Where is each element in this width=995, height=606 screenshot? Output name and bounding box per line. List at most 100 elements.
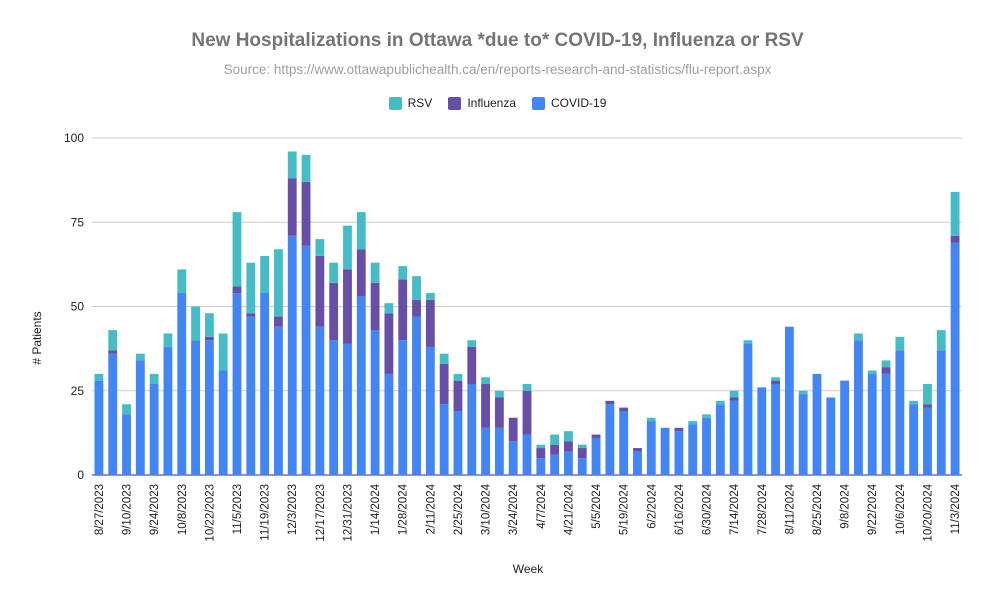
bar-segment-influenza[interactable] — [343, 269, 352, 344]
bar-segment-covid-19[interactable] — [329, 340, 339, 475]
bar-segment-covid-19[interactable] — [909, 404, 919, 475]
bar-segment-rsv[interactable] — [398, 266, 408, 280]
bar-segment-influenza[interactable] — [398, 279, 408, 341]
bar-segment-influenza[interactable] — [370, 282, 380, 331]
bar-segment-covid-19[interactable] — [895, 350, 905, 475]
bar-segment-rsv[interactable] — [577, 444, 587, 449]
bar-segment-covid-19[interactable] — [674, 431, 684, 475]
bar-segment-covid-19[interactable] — [536, 458, 546, 475]
bar-segment-rsv[interactable] — [301, 154, 311, 182]
bar-segment-rsv[interactable] — [895, 336, 905, 351]
bar-segment-covid-19[interactable] — [771, 384, 780, 475]
bar-segment-rsv[interactable] — [94, 373, 104, 381]
bar-segment-influenza[interactable] — [577, 448, 587, 459]
bar-segment-influenza[interactable] — [619, 407, 629, 411]
bar-segment-covid-19[interactable] — [605, 404, 615, 475]
bar-segment-rsv[interactable] — [481, 377, 490, 385]
bar-segment-rsv[interactable] — [688, 421, 698, 425]
bar-segment-rsv[interactable] — [522, 384, 532, 391]
bar-segment-rsv[interactable] — [936, 330, 946, 351]
bar-segment-rsv[interactable] — [149, 373, 159, 385]
bar-segment-rsv[interactable] — [923, 384, 932, 405]
bar-segment-covid-19[interactable] — [950, 242, 960, 475]
bar-segment-rsv[interactable] — [494, 390, 504, 398]
bar-segment-rsv[interactable] — [550, 434, 560, 445]
bar-segment-covid-19[interactable] — [702, 417, 711, 475]
bar-segment-influenza[interactable] — [232, 286, 242, 294]
bar-segment-influenza[interactable] — [494, 397, 504, 428]
bar-segment-covid-19[interactable] — [936, 350, 946, 475]
bar-segment-rsv[interactable] — [177, 269, 187, 294]
bar-segment-rsv[interactable] — [715, 400, 725, 405]
bar-segment-covid-19[interactable] — [356, 296, 366, 475]
bar-segment-rsv[interactable] — [370, 262, 380, 283]
legend-item-covid[interactable]: COVID-19 — [532, 96, 606, 110]
bar-segment-covid-19[interactable] — [246, 316, 256, 475]
bar-segment-influenza[interactable] — [246, 313, 256, 317]
bar-segment-influenza[interactable] — [453, 380, 463, 411]
legend-item-rsv[interactable]: RSV — [388, 96, 432, 110]
bar-segment-covid-19[interactable] — [204, 340, 214, 475]
bar-segment-covid-19[interactable] — [812, 373, 822, 475]
bar-segment-covid-19[interactable] — [260, 293, 270, 475]
bar-segment-influenza[interactable] — [274, 316, 283, 327]
bar-segment-covid-19[interactable] — [577, 458, 587, 475]
bar-segment-rsv[interactable] — [439, 353, 449, 364]
bar-segment-influenza[interactable] — [315, 255, 325, 327]
bar-segment-influenza[interactable] — [950, 235, 960, 243]
bar-segment-covid-19[interactable] — [633, 451, 642, 475]
bar-segment-influenza[interactable] — [329, 282, 339, 341]
bar-segment-rsv[interactable] — [867, 370, 877, 374]
bar-segment-rsv[interactable] — [287, 151, 297, 179]
bar-segment-rsv[interactable] — [384, 303, 394, 314]
bar-segment-covid-19[interactable] — [439, 404, 449, 475]
bar-segment-covid-19[interactable] — [743, 343, 753, 475]
bar-segment-covid-19[interactable] — [729, 400, 739, 475]
bar-segment-rsv[interactable] — [453, 373, 463, 381]
bar-segment-influenza[interactable] — [674, 427, 684, 432]
bar-segment-covid-19[interactable] — [163, 346, 173, 475]
bar-segment-rsv[interactable] — [467, 340, 477, 347]
bar-segment-rsv[interactable] — [218, 333, 228, 371]
bar-segment-influenza[interactable] — [467, 346, 477, 385]
bar-segment-covid-19[interactable] — [232, 293, 242, 475]
bar-segment-covid-19[interactable] — [881, 373, 891, 475]
bar-segment-rsv[interactable] — [204, 313, 214, 337]
bar-segment-covid-19[interactable] — [564, 451, 573, 475]
bar-segment-rsv[interactable] — [232, 212, 242, 287]
bar-segment-covid-19[interactable] — [343, 343, 352, 475]
bar-segment-covid-19[interactable] — [177, 293, 187, 475]
bar-segment-influenza[interactable] — [301, 181, 311, 246]
bar-segment-rsv[interactable] — [356, 212, 366, 250]
bar-segment-covid-19[interactable] — [425, 346, 435, 475]
bar-segment-rsv[interactable] — [743, 340, 753, 344]
bar-segment-influenza[interactable] — [881, 367, 891, 374]
bar-segment-influenza[interactable] — [591, 434, 601, 438]
bar-segment-covid-19[interactable] — [108, 353, 118, 475]
bar-segment-influenza[interactable] — [536, 448, 546, 459]
bar-segment-covid-19[interactable] — [867, 373, 877, 475]
bar-segment-rsv[interactable] — [729, 390, 739, 398]
bar-segment-influenza[interactable] — [287, 178, 297, 236]
bar-segment-covid-19[interactable] — [688, 424, 698, 475]
bar-segment-covid-19[interactable] — [398, 340, 408, 475]
bar-segment-rsv[interactable] — [246, 262, 256, 314]
bar-segment-covid-19[interactable] — [301, 245, 311, 475]
bar-segment-influenza[interactable] — [356, 249, 366, 297]
bar-segment-covid-19[interactable] — [412, 316, 421, 475]
bar-segment-rsv[interactable] — [315, 239, 325, 256]
bar-segment-rsv[interactable] — [191, 306, 200, 341]
bar-segment-rsv[interactable] — [260, 255, 270, 294]
bar-segment-covid-19[interactable] — [798, 394, 808, 475]
bar-segment-influenza[interactable] — [412, 299, 421, 317]
bar-segment-covid-19[interactable] — [522, 434, 532, 475]
bar-segment-covid-19[interactable] — [218, 370, 228, 475]
legend-item-influenza[interactable]: Influenza — [448, 96, 516, 110]
bar-segment-covid-19[interactable] — [784, 326, 794, 475]
bar-segment-covid-19[interactable] — [757, 387, 767, 475]
bar-segment-rsv[interactable] — [798, 390, 808, 395]
bar-segment-covid-19[interactable] — [715, 404, 725, 475]
bar-segment-rsv[interactable] — [702, 414, 711, 418]
bar-segment-covid-19[interactable] — [619, 410, 629, 475]
bar-segment-rsv[interactable] — [909, 400, 919, 405]
